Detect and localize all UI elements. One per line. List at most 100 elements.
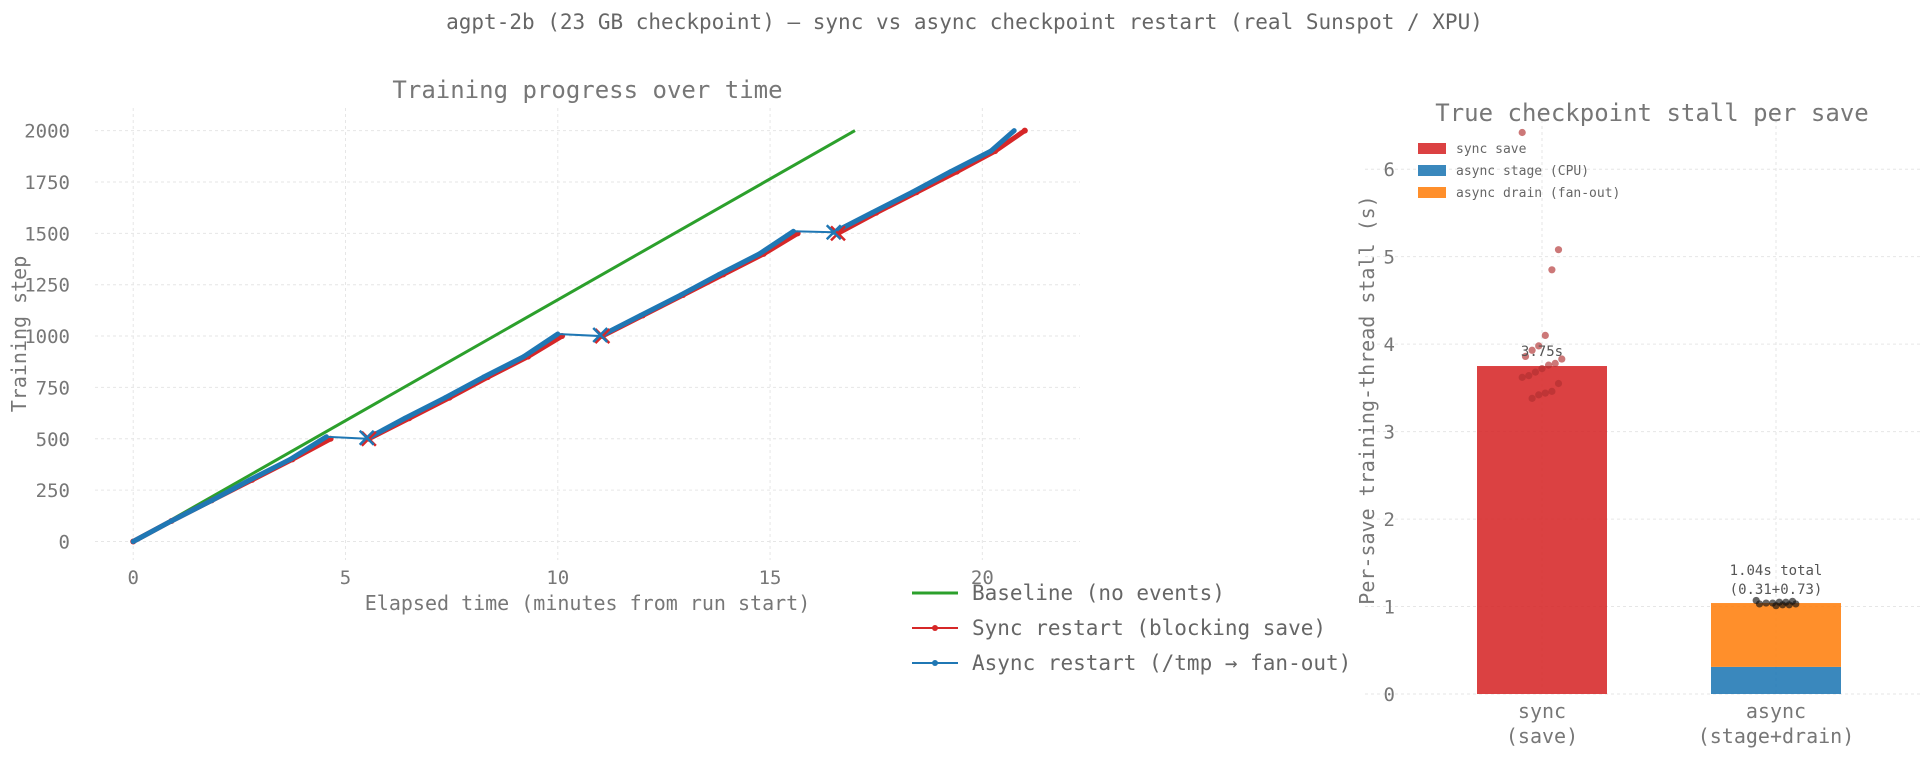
async-series-segment	[247, 456, 293, 483]
legend-swatch	[1418, 187, 1446, 198]
async-series-segment	[869, 189, 915, 216]
async-series-segment	[287, 434, 329, 462]
save-stall-point	[1792, 600, 1800, 608]
legend-label: Async restart (/tmp → fan-out)	[972, 651, 1351, 675]
y-tick-label: 1500	[24, 223, 70, 245]
x-tick-label: 0	[127, 567, 138, 589]
async-series-segment	[948, 148, 994, 175]
bar-segment	[1711, 603, 1841, 667]
x-tick-label: 20	[971, 567, 994, 589]
async-restart-marker	[592, 327, 609, 343]
save-stall-point	[1762, 599, 1770, 607]
y-tick-label: 1000	[24, 326, 70, 348]
category-label: async	[1746, 699, 1806, 723]
save-stall-point	[1538, 365, 1546, 373]
async-series-segment	[521, 331, 561, 360]
y-tick-label: 2000	[24, 121, 70, 143]
async-series-segment	[756, 228, 796, 257]
y-tick-label: 1750	[24, 172, 70, 194]
legend-marker	[932, 660, 938, 666]
async-series-segment	[638, 292, 684, 319]
bar-annotation-sync: 3.75s	[1521, 344, 1563, 360]
legend-label: sync save	[1456, 142, 1527, 157]
async-restart-marker-stroke	[825, 224, 842, 241]
save-stall-point	[1528, 346, 1536, 354]
right-y-tick-label: 0	[1384, 684, 1395, 706]
y-tick-label: 0	[59, 532, 70, 554]
save-stall-point	[1528, 394, 1536, 402]
async-series-segment	[168, 497, 215, 524]
right-y-tick-label: 4	[1384, 334, 1395, 356]
async-series-segment	[831, 210, 875, 235]
save-stall-point	[1554, 379, 1563, 388]
save-stall-point	[1558, 355, 1566, 363]
x-tick-label: 10	[546, 567, 569, 589]
save-stall-point	[1772, 602, 1780, 610]
async-series-segment	[716, 251, 762, 277]
save-stall-point	[1779, 601, 1787, 609]
legend-label: async drain (fan-out)	[1456, 186, 1620, 201]
sync-data-point	[1021, 127, 1028, 134]
bar-segment	[1477, 366, 1607, 694]
figure-title: agpt-2b (23 GB checkpoint) — sync vs asy…	[446, 10, 1483, 34]
save-stall-point	[1541, 331, 1549, 340]
async-series-segment	[442, 374, 486, 401]
legend-marker	[932, 625, 938, 631]
save-stall-point	[1525, 372, 1533, 380]
async-series-segment	[209, 477, 253, 503]
save-stall-point	[1541, 389, 1549, 397]
save-stall-point	[1518, 128, 1526, 137]
category-label: (save)	[1506, 724, 1578, 748]
category-label: sync	[1518, 699, 1566, 723]
bar-segment	[1711, 666, 1841, 694]
save-stall-point	[1521, 352, 1530, 360]
left-panel-title: Training progress over time	[392, 76, 782, 104]
bar-annotation-async: 1.04s total	[1730, 563, 1823, 579]
right-y-tick-label: 1	[1384, 597, 1395, 619]
sync-restart-marker-stroke	[830, 225, 846, 242]
category-label: (stage+drain)	[1698, 724, 1855, 748]
y-axis-label: Training step	[7, 256, 31, 413]
save-stall-point	[1785, 601, 1793, 609]
right-panel-title: True checkpoint stall per save	[1435, 99, 1868, 127]
y-tick-label: 250	[36, 480, 70, 502]
right-y-axis-label: Per-save training-thread stall (s)	[1355, 195, 1379, 604]
legend-label: async stage (CPU)	[1456, 164, 1589, 179]
sync-restart-marker	[830, 225, 846, 242]
save-stall-point	[1531, 368, 1539, 376]
save-stall-point	[1554, 246, 1563, 254]
async-series-segment	[480, 354, 527, 380]
save-stall-point	[1545, 361, 1553, 369]
legend-swatch	[1418, 143, 1446, 154]
right-y-tick-label: 5	[1384, 247, 1395, 269]
bar-annotation-async: (0.31+0.73)	[1730, 582, 1823, 598]
x-axis-label: Elapsed time (minutes from run start)	[365, 591, 811, 615]
x-tick-label: 5	[340, 567, 351, 589]
async-restart-marker-stroke	[358, 429, 375, 446]
legend-label: Sync restart (blocking save)	[972, 616, 1326, 640]
baseline-series-line	[132, 129, 856, 543]
async-series-segment	[402, 395, 448, 421]
x-tick-label: 15	[759, 567, 782, 589]
save-stall-point	[1755, 600, 1764, 608]
async-series-segment	[909, 169, 954, 195]
save-stall-point	[1548, 387, 1556, 395]
y-tick-label: 1250	[24, 275, 70, 297]
save-stall-point	[1535, 391, 1543, 399]
y-tick-label: 750	[36, 377, 70, 399]
async-series-segment	[130, 518, 174, 545]
async-restart-marker-stroke	[592, 327, 609, 343]
save-stall-point	[1535, 342, 1543, 350]
right-y-tick-label: 3	[1384, 422, 1395, 444]
save-stall-point	[1518, 373, 1526, 381]
save-stall-point	[1548, 266, 1556, 274]
async-series-segment	[678, 271, 722, 298]
async-restart-marker	[825, 224, 842, 241]
save-stall-point	[1551, 359, 1559, 367]
async-restart-marker	[358, 429, 375, 446]
legend-swatch	[1418, 165, 1446, 176]
legend-label: Baseline (no events)	[972, 581, 1225, 605]
y-tick-label: 500	[36, 429, 70, 451]
right-y-tick-label: 2	[1384, 509, 1395, 531]
